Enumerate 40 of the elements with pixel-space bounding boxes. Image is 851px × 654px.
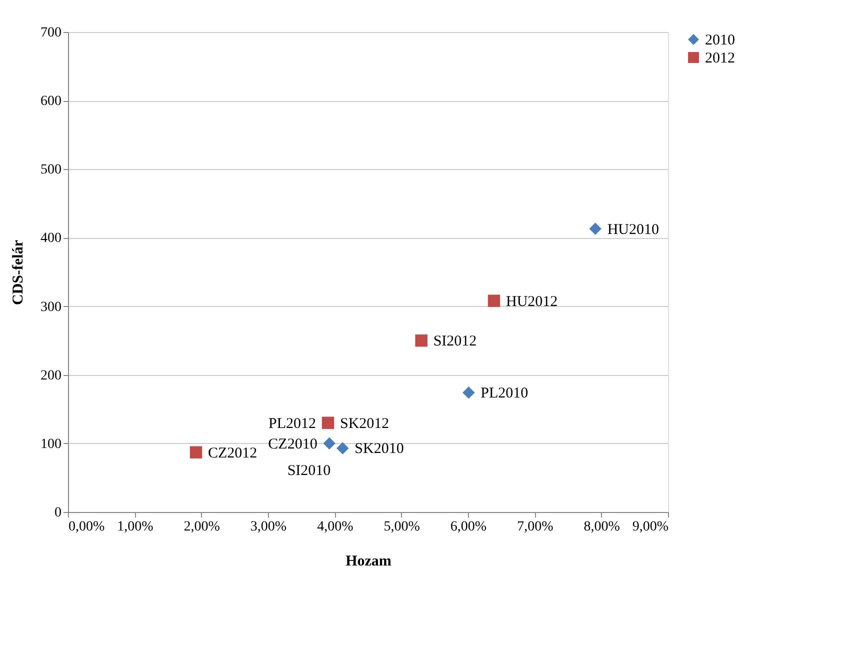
x-tick-label: 4,00% bbox=[317, 520, 354, 534]
annotation: CZ2010 bbox=[268, 436, 318, 452]
x-tick-label: 0,00% bbox=[68, 520, 105, 534]
point bbox=[589, 222, 602, 235]
x-tick-label: 9,00% bbox=[632, 520, 669, 534]
annotation: SI2010 bbox=[287, 463, 331, 480]
y-axis-title: CDS-felár bbox=[10, 240, 26, 305]
legend-label: 2010 bbox=[705, 32, 735, 48]
annotation: PL2012 bbox=[268, 416, 316, 432]
y-tick-label: 100 bbox=[40, 436, 62, 452]
point bbox=[488, 294, 500, 307]
x-tick-label: 3,00% bbox=[250, 520, 287, 534]
legend-label: 2012 bbox=[705, 50, 735, 66]
x-tick-label: 5,00% bbox=[384, 520, 420, 534]
point bbox=[336, 442, 349, 454]
annotation: HU2012 bbox=[506, 294, 558, 310]
annotation: CZ2012 bbox=[208, 445, 258, 462]
x-tick-label: 8,00% bbox=[584, 520, 620, 534]
y-tick-label: 500 bbox=[40, 162, 62, 178]
annotation: PL2010 bbox=[480, 386, 528, 402]
y-tick-label: 300 bbox=[40, 300, 62, 315]
x-axis-title: Hozam bbox=[346, 554, 392, 570]
y-tick-label: 600 bbox=[40, 94, 62, 110]
y-tick-label: 200 bbox=[40, 368, 62, 384]
x-tick-label: 1,00% bbox=[117, 520, 154, 534]
y-tick-label: 0 bbox=[54, 506, 62, 520]
x-tick-label: 6,00% bbox=[450, 520, 487, 534]
y-tick-label: 400 bbox=[40, 231, 62, 246]
annotation: SK2012 bbox=[340, 416, 390, 432]
y-tick-label: 700 bbox=[40, 26, 62, 40]
x-tick-label: 2,00% bbox=[184, 520, 220, 534]
annotation: SK2010 bbox=[354, 441, 404, 458]
x-tick-label: 7,00% bbox=[517, 520, 554, 534]
point bbox=[462, 386, 475, 399]
point bbox=[323, 437, 336, 450]
point bbox=[322, 416, 334, 429]
point bbox=[190, 446, 202, 458]
annotation: SI2012 bbox=[433, 334, 477, 350]
point bbox=[415, 334, 428, 347]
annotation: HU2010 bbox=[607, 222, 660, 238]
